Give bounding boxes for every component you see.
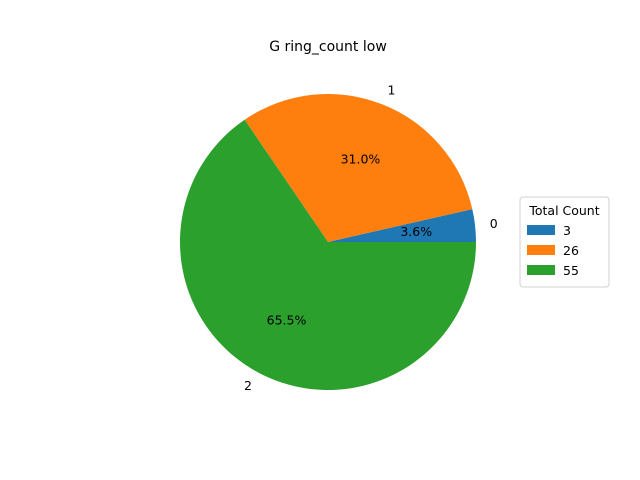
- pie-labels: 0 3.6% 1 31.0% 2 65.5%: [244, 82, 498, 392]
- legend-swatch-3: [527, 225, 555, 235]
- legend-label-26: 26: [563, 243, 579, 258]
- legend-title: Total Count: [528, 203, 599, 218]
- slice-label-0: 0: [490, 216, 498, 231]
- legend-entries: 3 26 55: [527, 223, 579, 278]
- legend-label-55: 55: [563, 263, 579, 278]
- legend-label-3: 3: [563, 223, 571, 238]
- legend-frame: [519, 196, 610, 288]
- pie-slice-2: [180, 119, 477, 390]
- slice-label-2: 2: [244, 378, 252, 393]
- slice-label-1: 1: [387, 82, 395, 97]
- legend: Total Count 3 26 55: [519, 196, 610, 288]
- percent-label-1: 31.0%: [341, 151, 381, 166]
- legend-swatch-55: [527, 265, 555, 275]
- pie-slices: [180, 93, 477, 390]
- chart-title: G ring_count low: [269, 39, 387, 55]
- pie-slice-1: [244, 93, 473, 242]
- percent-label-2: 65.5%: [267, 313, 307, 328]
- pie-slice-0: [328, 209, 476, 242]
- percent-label-0: 3.6%: [400, 224, 432, 239]
- legend-swatch-26: [527, 245, 555, 255]
